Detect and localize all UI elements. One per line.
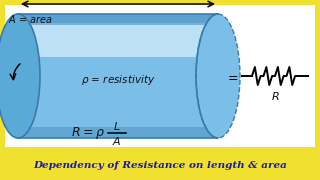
Text: $\rho$ = resistivity: $\rho$ = resistivity	[81, 73, 155, 87]
Ellipse shape	[0, 14, 40, 138]
Text: $A$: $A$	[112, 135, 122, 147]
Text: $R = \rho\,$: $R = \rho\,$	[71, 125, 105, 141]
Text: Dependency of Resistance on length & area: Dependency of Resistance on length & are…	[33, 161, 287, 170]
Bar	[18, 127, 218, 138]
Text: $L$: $L$	[113, 120, 121, 132]
Text: $R$: $R$	[271, 90, 279, 102]
Ellipse shape	[196, 14, 240, 138]
Bar	[18, 14, 218, 25]
Bar	[5, 5, 315, 147]
Text: $A$ = area: $A$ = area	[8, 13, 53, 25]
Bar	[18, 23, 218, 57]
Text: =: =	[228, 73, 238, 86]
Bar	[18, 14, 218, 138]
Bar	[0, 148, 320, 180]
Text: $L$ = length: $L$ = length	[92, 0, 144, 2]
